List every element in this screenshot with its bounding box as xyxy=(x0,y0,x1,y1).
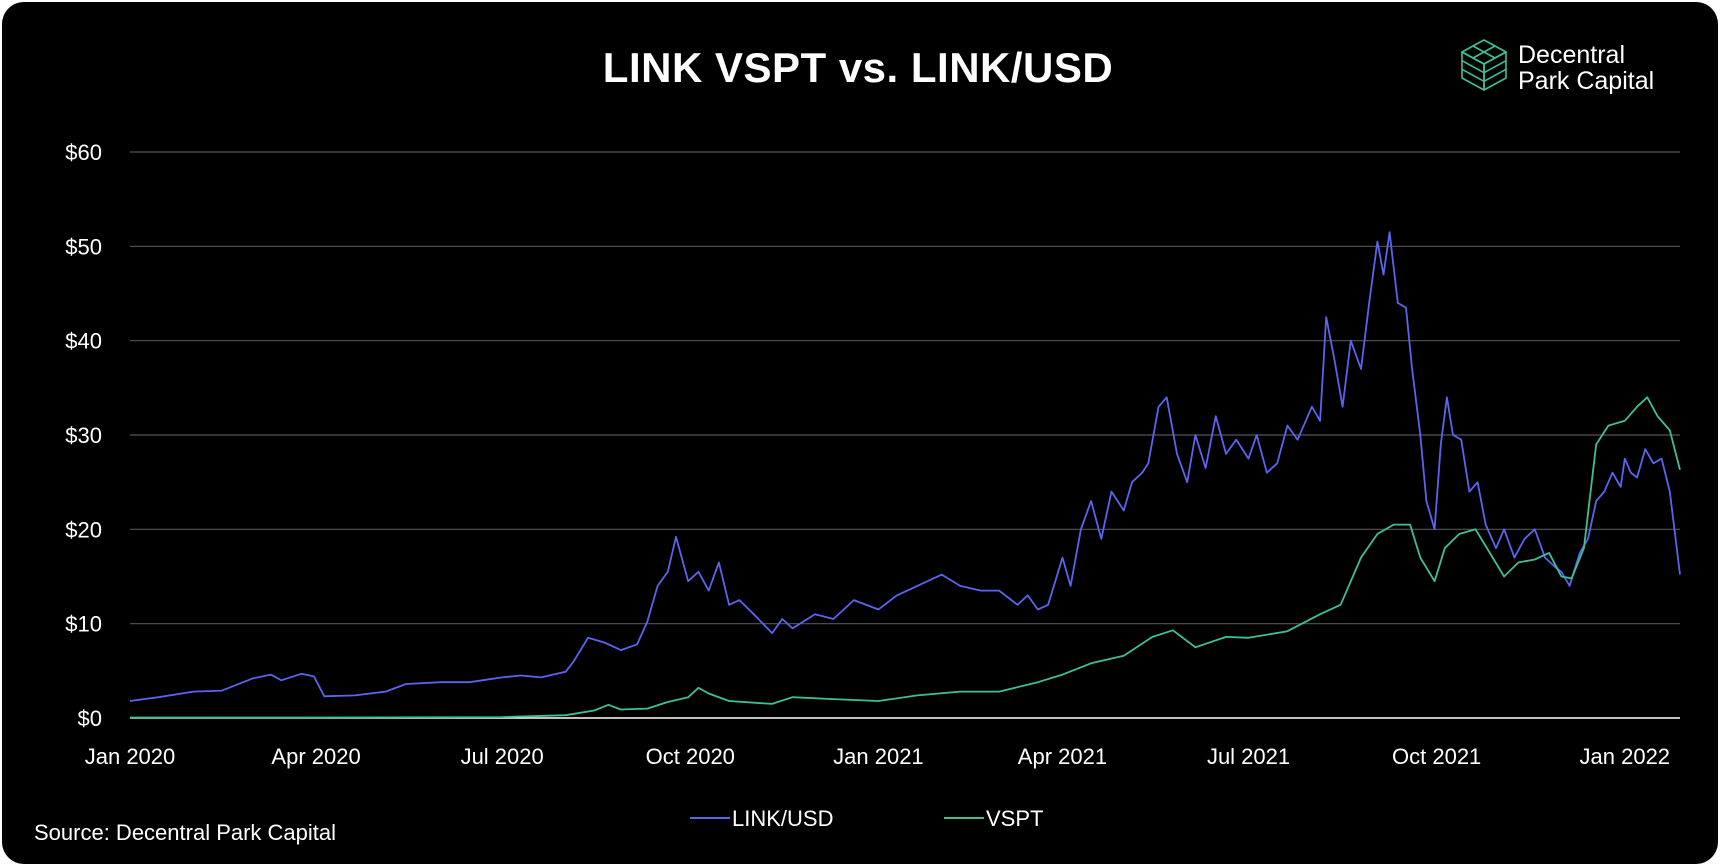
isometric-cube-icon xyxy=(1461,39,1507,91)
x-tick-label: Oct 2020 xyxy=(646,744,735,769)
y-tick-label: $10 xyxy=(65,612,102,637)
brand-logo: Decentral Park Capital xyxy=(1458,38,1698,98)
logo-line-2: Park Capital xyxy=(1518,67,1655,95)
y-tick-label: $60 xyxy=(65,140,102,165)
series-lines xyxy=(129,231,1681,719)
grid-lines xyxy=(130,151,1680,719)
x-tick-label: Jul 2020 xyxy=(461,744,544,769)
y-axis-ticks: $0 $10 $20 $30 $40 $50 $60 xyxy=(65,140,102,731)
y-tick-label: $20 xyxy=(65,517,102,542)
legend: LINK/USD VSPT xyxy=(690,806,1043,831)
series-line-link-usd xyxy=(129,231,1681,702)
legend-label: LINK/USD xyxy=(732,806,833,831)
x-tick-label: Apr 2020 xyxy=(271,744,360,769)
x-tick-label: Jan 2022 xyxy=(1580,744,1671,769)
x-tick-label: Oct 2021 xyxy=(1392,744,1481,769)
y-tick-label: $0 xyxy=(78,706,102,731)
x-axis-ticks: Jan 2020 Apr 2020 Jul 2020 Oct 2020 Jan 2021… xyxy=(85,744,1670,769)
series-line-vspt xyxy=(130,396,1681,719)
x-tick-label: Jan 2021 xyxy=(833,744,924,769)
chart-title: LINK VSPT vs. LINK/USD xyxy=(602,44,1114,91)
x-tick-label: Apr 2021 xyxy=(1018,744,1107,769)
y-tick-label: $40 xyxy=(65,329,102,354)
logo-line-1: Decentral xyxy=(1518,41,1625,69)
y-tick-label: $50 xyxy=(65,234,102,259)
x-tick-label: Jan 2020 xyxy=(85,744,176,769)
legend-label: VSPT xyxy=(986,806,1043,831)
y-tick-label: $30 xyxy=(65,423,102,448)
x-tick-label: Jul 2021 xyxy=(1207,744,1290,769)
source-note: Source: Decentral Park Capital xyxy=(34,820,337,845)
